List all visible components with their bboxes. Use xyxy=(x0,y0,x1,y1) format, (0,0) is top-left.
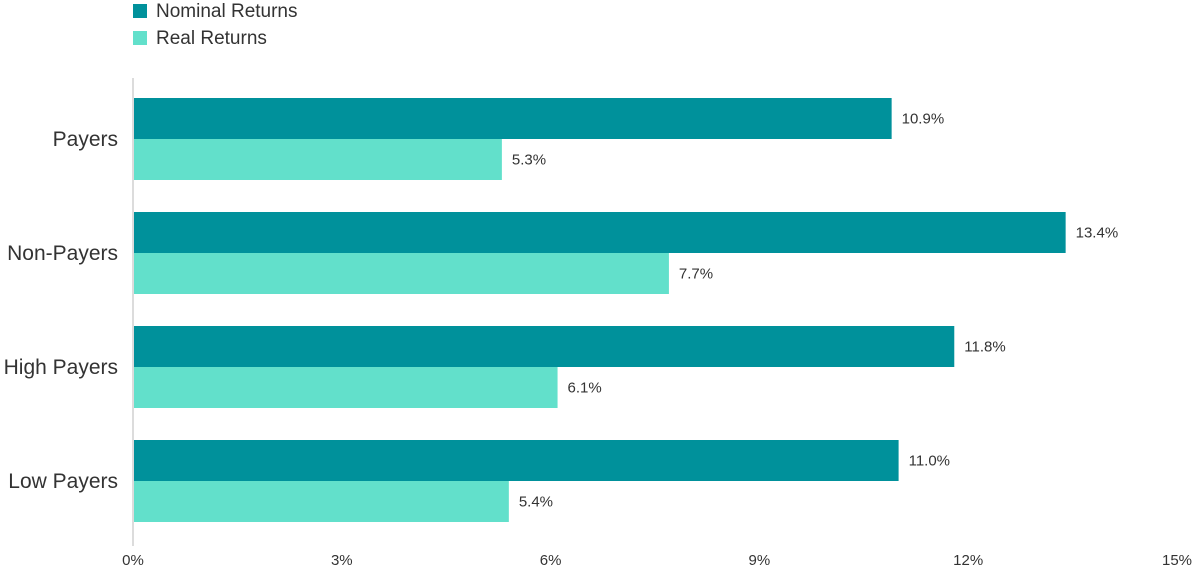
legend-swatch-nominal-returns xyxy=(133,4,147,18)
axis: 0% 3% 6% 9% 12% 15% xyxy=(122,78,1192,569)
legend-swatch-real-returns xyxy=(133,31,147,45)
bar-non-payers-nominal-returns xyxy=(134,212,1066,253)
data-label-payers-real-returns: 5.3% xyxy=(512,152,546,169)
bar-high-payers-nominal-returns xyxy=(134,326,955,367)
legend-label-real-returns: Real Returns xyxy=(156,28,267,49)
category-label-payers: Payers xyxy=(53,128,118,151)
x-tick-label: 12% xyxy=(953,552,983,568)
x-tick-label: 9% xyxy=(749,552,771,568)
data-label-low-payers-nominal-returns: 11.0% xyxy=(909,453,950,470)
data-label-high-payers-real-returns: 6.1% xyxy=(568,380,602,397)
bar-payers-real-returns xyxy=(134,139,502,180)
x-tick-label: 15% xyxy=(1162,552,1192,568)
bar-high-payers-real-returns xyxy=(134,367,558,408)
category-label-high-payers: High Payers xyxy=(4,356,118,379)
x-tick-label: 0% xyxy=(122,552,144,568)
data-label-low-payers-real-returns: 5.4% xyxy=(519,494,553,511)
labels: Payers 10.9% 5.3% Non-Payers 13.4% 7.7% High P… xyxy=(4,111,1119,511)
x-tick-label: 3% xyxy=(331,552,353,568)
legend: Nominal Returns Real Returns xyxy=(133,1,298,49)
bar-low-payers-nominal-returns xyxy=(134,440,899,481)
data-label-non-payers-nominal-returns: 13.4% xyxy=(1076,225,1119,242)
data-label-payers-nominal-returns: 10.9% xyxy=(902,111,945,128)
bar-low-payers-real-returns xyxy=(134,481,509,522)
category-label-non-payers: Non-Payers xyxy=(7,242,118,265)
data-label-non-payers-real-returns: 7.7% xyxy=(679,266,713,283)
bar-non-payers-real-returns xyxy=(134,253,669,294)
bar-payers-nominal-returns xyxy=(134,98,892,139)
x-tick-label: 6% xyxy=(540,552,562,568)
bars xyxy=(134,98,1066,522)
data-label-high-payers-nominal-returns: 11.8% xyxy=(964,339,1005,356)
category-label-low-payers: Low Payers xyxy=(8,470,118,493)
legend-label-nominal-returns: Nominal Returns xyxy=(156,1,298,22)
